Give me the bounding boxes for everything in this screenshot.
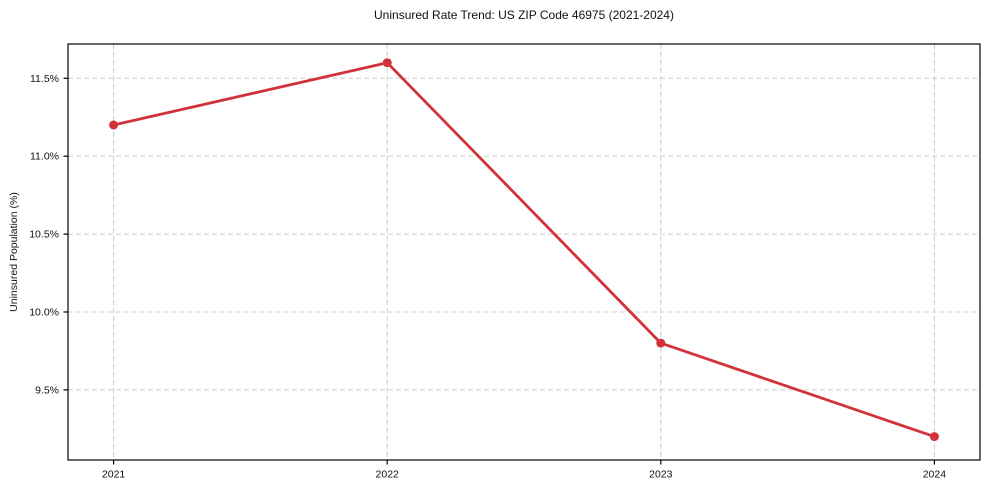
y-tick-label: 9.5%: [35, 384, 59, 396]
y-tick-label: 10.0%: [29, 306, 59, 318]
data-point-marker: [929, 432, 939, 442]
y-tick-label: 11.5%: [30, 73, 59, 85]
x-tick-label: 2023: [649, 469, 673, 481]
x-tick-label: 2021: [102, 469, 126, 481]
trend-line: [112, 61, 936, 438]
data-point-marker: [109, 120, 119, 130]
x-tick-label: 2022: [376, 469, 400, 481]
chart-title: Uninsured Rate Trend: US ZIP Code 46975 …: [374, 8, 674, 22]
data-point-marker: [382, 58, 392, 68]
y-axis-label: Uninsured Population (%): [8, 192, 20, 312]
y-tick-label: 10.5%: [29, 229, 59, 241]
axes-spines: [67, 43, 981, 461]
y-tick-label: 11.0%: [30, 151, 59, 163]
x-tick-label: 2024: [923, 469, 947, 481]
data-point-marker: [656, 338, 666, 348]
